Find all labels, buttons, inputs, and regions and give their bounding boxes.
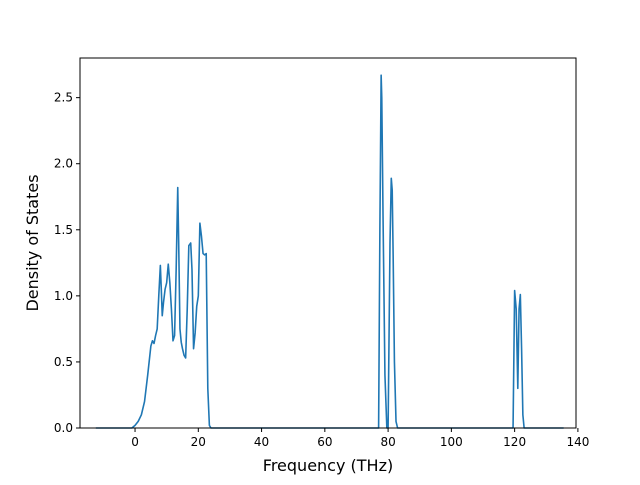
x-tick-label: 80 [380,435,395,449]
y-tick-label: 1.0 [54,289,73,303]
x-tick-label: 120 [503,435,526,449]
x-tick-label: 100 [440,435,463,449]
plot-area [80,58,576,428]
y-tick-label: 2.5 [54,91,73,105]
x-axis-label: Frequency (THz) [263,456,393,475]
x-axis-ticks: 0 20 40 60 80 100 120 140 [131,428,589,449]
x-tick-label: 140 [566,435,589,449]
x-tick-label: 60 [317,435,332,449]
y-tick-label: 1.5 [54,223,73,237]
y-tick-label: 0.5 [54,355,73,369]
plot-frame [79,57,577,429]
y-axis-label: Density of States [23,174,42,311]
y-tick-label: 2.0 [54,157,73,171]
x-tick-label: 20 [191,435,206,449]
y-tick-label: 0.0 [54,421,73,435]
y-axis-ticks: 0.0 0.5 1.0 1.5 2.0 2.5 [54,91,80,435]
x-tick-label: 40 [254,435,269,449]
x-tick-label: 0 [131,435,139,449]
